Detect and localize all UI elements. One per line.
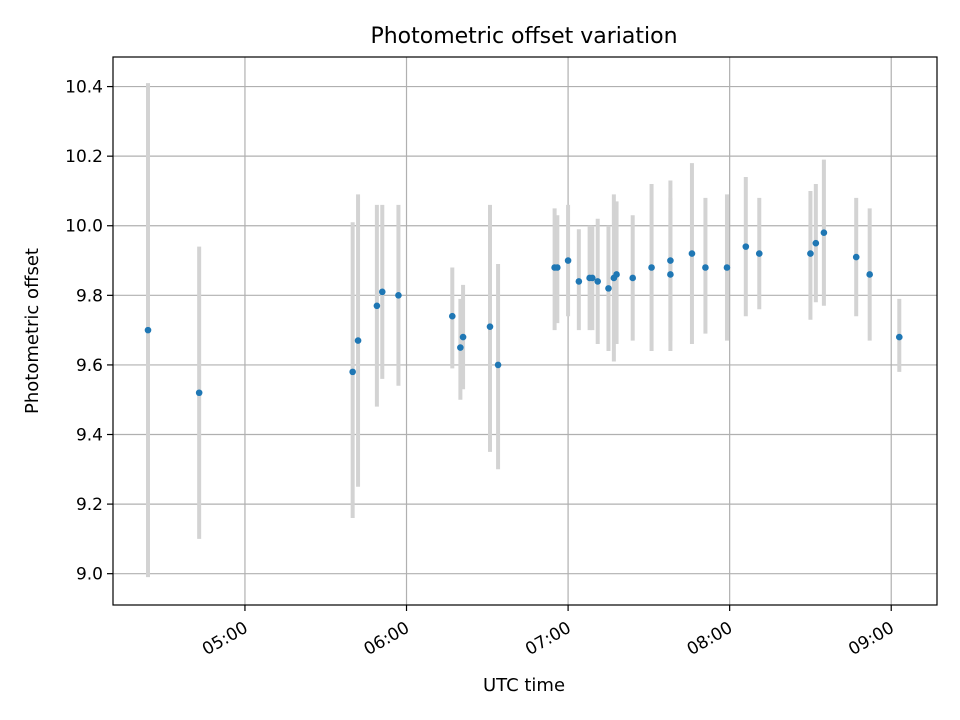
data-point: [852, 253, 860, 261]
data-point: [667, 271, 674, 278]
data-point: [629, 274, 637, 282]
data-point: [144, 326, 152, 334]
data-point: [613, 271, 620, 278]
y-tick-label: 9.6: [76, 356, 103, 376]
y-tick-label: 9.0: [76, 565, 103, 585]
data-point: [354, 337, 362, 344]
data-point: [494, 361, 502, 369]
x-tick-label: 05:00: [199, 618, 251, 660]
grid-lines: [113, 57, 937, 605]
y-tick-label: 9.8: [76, 286, 103, 306]
data-point: [459, 333, 467, 341]
data-point: [688, 250, 696, 257]
data-point: [564, 257, 572, 264]
y-axis-label: Photometric offset: [22, 248, 43, 414]
data-point: [812, 239, 820, 247]
data-point: [742, 243, 750, 250]
data-point: [702, 264, 709, 271]
data-point: [554, 264, 561, 271]
error-bars: [146, 83, 902, 578]
x-tick-label: 06:00: [361, 618, 413, 660]
data-point: [594, 278, 602, 285]
data-point: [820, 229, 828, 237]
data-point: [195, 389, 203, 397]
y-tick-label: 10.4: [65, 78, 103, 98]
x-tick-label: 09:00: [845, 618, 897, 660]
data-point: [648, 264, 655, 271]
data-point: [349, 368, 356, 376]
y-tick-label: 10.0: [65, 217, 103, 237]
data-point: [807, 250, 814, 257]
data-point: [395, 292, 402, 299]
data-point: [373, 302, 381, 310]
data-point: [896, 333, 903, 341]
data-point: [723, 264, 731, 271]
x-tick-label: 07:00: [522, 618, 574, 660]
data-point: [866, 271, 873, 278]
data-point: [589, 274, 596, 282]
y-tick-label: 10.2: [65, 147, 103, 167]
x-axis-label: UTC time: [483, 675, 565, 696]
data-point: [575, 278, 583, 285]
chart-title: Photometric offset variation: [370, 24, 677, 49]
data-point: [605, 285, 612, 292]
data-point: [457, 344, 464, 351]
data-points: [144, 229, 903, 397]
data-point: [378, 288, 386, 296]
y-ticks: 9.0 9.2 9.4 9.6 9.8 10.0 10.2 10.4: [65, 78, 113, 585]
y-tick-label: 9.4: [76, 426, 103, 446]
data-point: [667, 257, 674, 264]
data-point: [448, 312, 456, 320]
plot-frame: [112, 56, 938, 606]
y-tick-label: 9.2: [76, 495, 103, 515]
x-tick-label: 08:00: [684, 618, 736, 660]
data-point: [486, 323, 494, 330]
x-ticks: 05:00 06:00 07:00 08:00 09:00: [199, 605, 898, 660]
data-point: [755, 250, 763, 257]
